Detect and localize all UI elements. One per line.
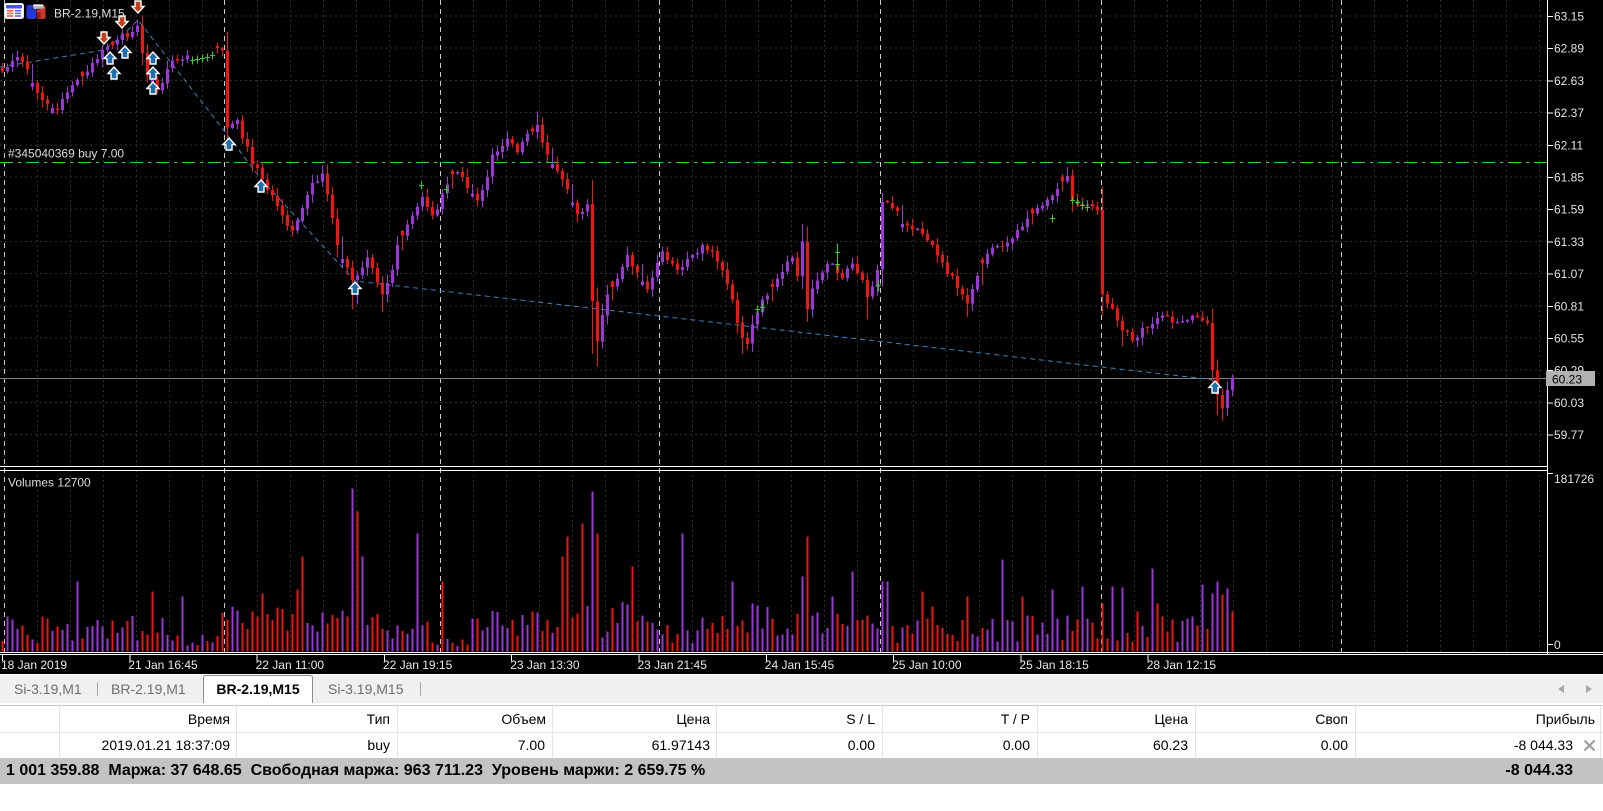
svg-text:60.81: 60.81 (1554, 299, 1584, 313)
svg-text:62.11: 62.11 (1554, 138, 1583, 152)
svg-text:24 Jan 15:45: 24 Jan 15:45 (765, 658, 835, 672)
svg-text:61.59: 61.59 (1554, 203, 1584, 217)
svg-text:21 Jan 16:45: 21 Jan 16:45 (128, 658, 198, 672)
svg-text:61.07: 61.07 (1554, 267, 1584, 281)
svg-text:28 Jan 12:15: 28 Jan 12:15 (1147, 658, 1217, 672)
svg-text:181726: 181726 (1554, 472, 1594, 486)
svg-text:61.33: 61.33 (1554, 235, 1584, 249)
svg-text:0: 0 (1554, 638, 1561, 652)
svg-text:Volumes 12700: Volumes 12700 (8, 476, 91, 490)
svg-text:23 Jan 21:45: 23 Jan 21:45 (638, 658, 708, 672)
svg-text:61.85: 61.85 (1554, 171, 1584, 185)
svg-text:60.23: 60.23 (1552, 373, 1582, 387)
svg-text:63.15: 63.15 (1554, 10, 1584, 24)
svg-text:25 Jan 10:00: 25 Jan 10:00 (892, 658, 962, 672)
svg-text:60.55: 60.55 (1554, 332, 1584, 346)
svg-text:62.37: 62.37 (1554, 106, 1584, 120)
svg-text:22 Jan 19:15: 22 Jan 19:15 (383, 658, 453, 672)
svg-text:25 Jan 18:15: 25 Jan 18:15 (1019, 658, 1089, 672)
svg-text:BR-2.19,M15: BR-2.19,M15 (54, 7, 125, 21)
svg-text:62.89: 62.89 (1554, 42, 1584, 56)
svg-text:23 Jan 13:30: 23 Jan 13:30 (510, 658, 580, 672)
svg-text:22 Jan 11:00: 22 Jan 11:00 (256, 658, 325, 672)
svg-text:18 Jan 2019: 18 Jan 2019 (1, 658, 67, 672)
svg-text:#345040369 buy 7.00: #345040369 buy 7.00 (8, 147, 124, 161)
svg-text:62.63: 62.63 (1554, 74, 1584, 88)
svg-text:59.77: 59.77 (1554, 428, 1584, 442)
svg-text:60.03: 60.03 (1554, 396, 1584, 410)
